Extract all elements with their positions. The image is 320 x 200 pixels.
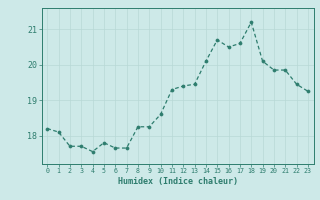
X-axis label: Humidex (Indice chaleur): Humidex (Indice chaleur) (118, 177, 237, 186)
